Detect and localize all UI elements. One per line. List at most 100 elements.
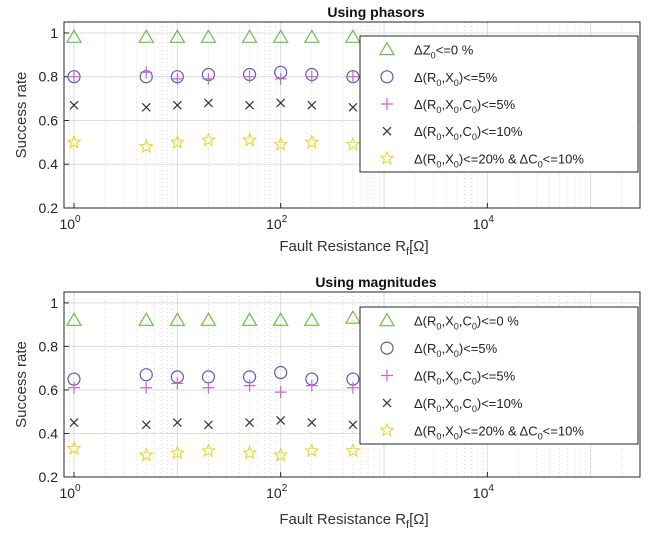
data-point-circle [380, 341, 394, 355]
data-point-triangle [65, 29, 83, 43]
data-point-star [273, 136, 289, 152]
data-point-triangle [303, 312, 320, 326]
y-tick-label: 0.8 [39, 338, 59, 354]
y-tick-label: 0.8 [39, 69, 59, 85]
data-point-plus [171, 377, 184, 390]
data-point-star [138, 447, 154, 462]
data-point-plus [68, 70, 81, 83]
data-point-cross [276, 415, 286, 425]
data-point-triangle [272, 312, 289, 326]
data-point-plus [274, 386, 287, 399]
legend-entry: Δ(R0,X0,C0)<=10% [382, 124, 523, 142]
x-tick-label: 104 [473, 483, 495, 501]
y-tick-label: 0.6 [39, 112, 59, 128]
legend-label: Δ(R0,X0,C0)<=5% [414, 97, 516, 115]
legend-entry: Δ(R0,X0)<=20% & ΔC0<=10% [379, 150, 584, 169]
x-axis-label: Fault Resistance Rf[Ω] [279, 238, 428, 258]
data-point-plus [68, 381, 81, 394]
data-point-triangle [378, 41, 396, 56]
data-point-plus [140, 66, 153, 79]
data-point-triangle [169, 29, 186, 43]
data-point-cross [141, 420, 151, 430]
data-point-cross [307, 100, 317, 110]
data-point-cross [204, 98, 213, 108]
legend-label: Δ(R0,X0)<=20% & ΔC0<=10% [414, 151, 584, 169]
data-point-star [169, 134, 185, 149]
axes-frame [63, 291, 641, 478]
data-point-star [138, 138, 154, 154]
y-axis-label: Success rate [13, 72, 30, 159]
legend-box [359, 306, 639, 445]
x-tick-label: 102 [266, 214, 288, 232]
x-tick-label: 100 [59, 483, 81, 501]
data-point-triangle [138, 29, 155, 43]
data-point-cross [69, 418, 79, 428]
data-point-star [241, 445, 258, 460]
data-point-triangle [65, 312, 83, 326]
legend-label: Δ(R0,X0)<=5% [414, 341, 498, 359]
legend-label: Δ(R0,X0,C0)<=10% [414, 396, 523, 414]
y-tick-label: 0.2 [39, 469, 59, 485]
series-plus [68, 377, 359, 399]
legend-label: Δ(R0,X0)<=20% & ΔC0<=10% [414, 423, 584, 441]
data-point-cross [245, 100, 255, 110]
legend-entry: Δ(R0,X0,C0)<=5% [381, 97, 516, 115]
data-point-cross [69, 100, 79, 110]
data-point-triangle [241, 312, 258, 326]
data-point-plus [305, 70, 318, 83]
data-point-circle [380, 70, 394, 84]
legend-box [359, 35, 639, 173]
data-point-cross [204, 420, 213, 430]
data-point-cross [382, 126, 392, 136]
y-axis-label: Success rate [13, 341, 30, 428]
data-point-triangle [200, 29, 217, 43]
data-point-triangle [272, 29, 289, 43]
data-point-cross [172, 100, 182, 110]
data-point-star [273, 447, 289, 462]
y-tick-label: 1 [50, 25, 58, 41]
data-point-plus [305, 379, 318, 392]
legend-entry: Δ(R0,X0,C0)<=5% [381, 369, 516, 387]
data-point-star [304, 442, 320, 458]
data-point-triangle [303, 29, 320, 43]
chart-panel-2: 0.2 0.4 0.6 0.8 1 100 102 104 Using magnitudes Su… [13, 274, 641, 531]
y-tick-label: 0.4 [39, 156, 59, 172]
series-cross [69, 415, 358, 430]
chart-title: Using magnitudes [315, 274, 437, 290]
y-tick-label: 0.4 [39, 425, 59, 441]
legend-label: Δ(R0,X0,C0)<=0 % [414, 314, 519, 332]
y-tick-label: 1 [50, 295, 58, 311]
data-point-star [66, 440, 82, 456]
data-point-plus [381, 98, 393, 110]
data-point-plus [346, 381, 359, 394]
data-point-plus [202, 72, 215, 85]
legend: ΔZ0<=0 % Δ(R0,X0)<=5% Δ(R0,X0,C0)<=5% Δ(R0,… [359, 35, 639, 173]
data-point-plus [140, 381, 153, 394]
data-point-star [345, 442, 361, 458]
data-point-cross [348, 102, 358, 112]
series-star [66, 132, 361, 154]
data-point-plus [274, 72, 287, 85]
legend-entry: Δ(R0,X0)<=5% [380, 70, 498, 88]
data-point-star [379, 422, 395, 437]
data-point-triangle [344, 309, 361, 324]
data-point-star [66, 134, 82, 149]
data-point-cross [307, 418, 317, 428]
data-point-star [379, 150, 395, 165]
y-tick-label: 0.2 [39, 200, 59, 216]
series-triangle [65, 29, 361, 43]
series-star [66, 440, 361, 462]
y-tick-label: 0.6 [39, 382, 59, 398]
data-point-star [169, 445, 185, 460]
data-point-cross [382, 398, 392, 408]
legend-entry: Δ(R0,X0,C0)<=0 % [378, 312, 519, 332]
legend-label: Δ(R0,X0,C0)<=10% [414, 124, 523, 142]
legend-label: Δ(R0,X0,C0)<=5% [414, 369, 516, 387]
axes-frame [63, 21, 641, 209]
legend-label: Δ(R0,X0)<=5% [414, 70, 498, 88]
data-point-triangle [378, 312, 396, 327]
chart-title: Using phasors [327, 4, 424, 20]
data-point-plus [346, 70, 359, 83]
data-point-triangle [138, 312, 155, 326]
x-tick-label: 104 [473, 214, 495, 232]
